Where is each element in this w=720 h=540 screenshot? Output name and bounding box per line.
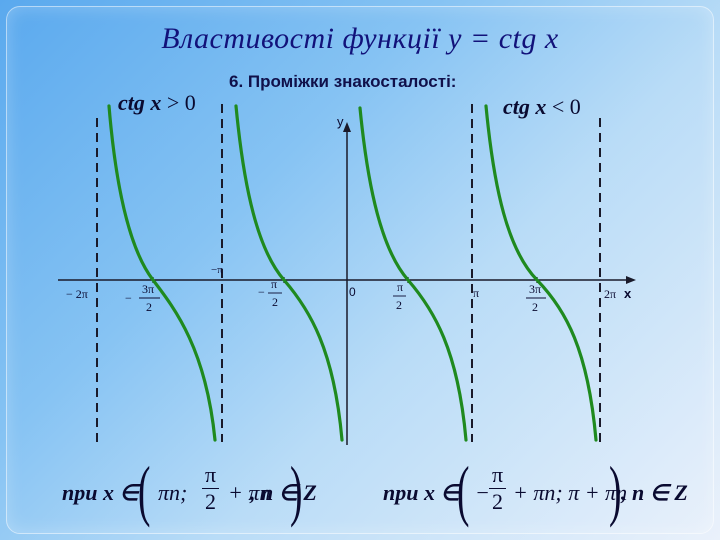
curve-branch-3 [358, 106, 468, 442]
asymptotes [96, 104, 601, 442]
formula-negative-tail: , n ∈ Z [621, 480, 688, 505]
condition-positive: ctg x > 0 [118, 90, 196, 116]
formula-positive-prefix: при x ∈ [62, 480, 139, 505]
tick-label-neg-pi: −π [211, 264, 223, 276]
formula-positive-close-paren: ) [290, 452, 303, 528]
tick-label-pi-half-den: 2 [396, 298, 402, 312]
formula-negative-open-paren: ( [457, 452, 470, 528]
condition-negative: ctg x < 0 [503, 94, 581, 120]
curve-branch-2 [234, 104, 344, 442]
tick-label-neg-three-pi-half-sign: − [125, 291, 132, 305]
formula-positive-tail-wrap: , n ∈ Z [250, 455, 362, 525]
formula-positive-interval: при x ∈ ( πn; π 2 + πn ) [62, 452, 322, 528]
formula-negative-close-paren: ) [609, 452, 622, 528]
section-subtitle: 6. Проміжки знакосталості: [229, 72, 457, 91]
x-axis-arrow [626, 276, 636, 284]
formula-negative-frac-num: π [489, 463, 507, 489]
condition-positive-rel: > 0 [161, 90, 196, 115]
formula-positive-right: + πn [228, 480, 271, 505]
formula-positive-left: πn; [158, 480, 188, 505]
curve-branch-1 [107, 104, 217, 442]
formula-negative-fraction: π 2 [489, 463, 507, 515]
slide-frame [6, 6, 714, 534]
curve-branch-4 [484, 104, 598, 442]
tick-label-three-pi-half-den: 2 [532, 300, 538, 314]
condition-negative-rel: < 0 [546, 94, 581, 119]
tick-label-three-pi-half-num: 3π [529, 282, 541, 296]
formula-positive-tail: , n ∈ Z [250, 480, 317, 505]
formula-negative-sign: − [475, 480, 490, 505]
formula-negative-prefix: при x ∈ [383, 480, 460, 505]
formula-negative-middle: + πn; π + πn [513, 480, 628, 505]
origin-label: 0 [349, 285, 356, 299]
tick-label-neg-two-pi: − 2π [66, 287, 88, 301]
tick-label-two-pi: 2π [604, 287, 616, 301]
formula-negative-interval: при x ∈ ( − π 2 + πn; π + πn ) , n ∈ Z [383, 452, 703, 528]
tick-label-neg-pi-half-sign: − [258, 285, 265, 299]
cotangent-curves [107, 104, 598, 442]
tick-label-neg-pi-half-num: π [271, 277, 277, 291]
condition-negative-fn: ctg x [503, 94, 547, 119]
formula-positive-open-paren: ( [138, 452, 151, 528]
condition-positive-fn: ctg x [118, 90, 162, 115]
formula-positive-frac-num: π [202, 463, 220, 489]
tick-label-neg-three-pi-half-num: 3π [142, 282, 154, 296]
formula-positive-fraction: π 2 [202, 463, 220, 515]
slide-title: Властивості функції y = ctg x [161, 22, 559, 55]
tick-label-neg-pi-half-den: 2 [272, 295, 278, 309]
y-axis-arrow [343, 122, 351, 132]
y-axis-label: y [337, 114, 344, 129]
tick-label-pi-half-num: π [397, 280, 403, 294]
tick-label-pi: π [473, 286, 479, 300]
x-axis-label: x [624, 286, 632, 301]
formula-positive-frac-den: 2 [205, 489, 217, 514]
tick-label-neg-three-pi-half-den: 2 [146, 300, 152, 314]
formula-negative-frac-den: 2 [492, 489, 504, 514]
